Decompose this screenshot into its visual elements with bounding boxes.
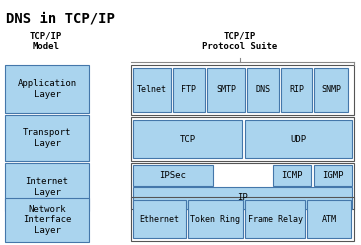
Text: ATM: ATM: [322, 215, 336, 223]
FancyBboxPatch shape: [314, 68, 348, 112]
Text: RIP: RIP: [289, 86, 304, 95]
Text: TCP: TCP: [179, 135, 196, 144]
Text: DNS: DNS: [256, 86, 270, 95]
FancyBboxPatch shape: [314, 165, 352, 186]
FancyBboxPatch shape: [173, 68, 205, 112]
Text: DNS in TCP/IP: DNS in TCP/IP: [6, 12, 115, 26]
Text: SMTP: SMTP: [216, 86, 236, 95]
FancyBboxPatch shape: [247, 68, 279, 112]
FancyBboxPatch shape: [133, 200, 186, 238]
Text: UDP: UDP: [291, 135, 306, 144]
FancyBboxPatch shape: [133, 68, 171, 112]
Text: ICMP: ICMP: [281, 171, 303, 180]
FancyBboxPatch shape: [5, 115, 89, 161]
FancyBboxPatch shape: [281, 68, 312, 112]
FancyBboxPatch shape: [133, 187, 352, 209]
FancyBboxPatch shape: [207, 68, 245, 112]
FancyBboxPatch shape: [133, 120, 242, 158]
FancyBboxPatch shape: [5, 163, 89, 211]
FancyBboxPatch shape: [273, 165, 311, 186]
Text: FTP: FTP: [182, 86, 196, 95]
Text: SNMP: SNMP: [321, 86, 341, 95]
FancyBboxPatch shape: [5, 65, 89, 113]
Text: Ethernet: Ethernet: [139, 215, 179, 223]
Text: Internet
Layer: Internet Layer: [26, 177, 69, 197]
Text: Application
Layer: Application Layer: [17, 79, 77, 99]
FancyBboxPatch shape: [5, 198, 89, 242]
Text: Telnet: Telnet: [137, 86, 167, 95]
FancyBboxPatch shape: [133, 165, 213, 186]
Text: IGMP: IGMP: [322, 171, 344, 180]
Text: Token Ring: Token Ring: [191, 215, 240, 223]
Text: TCP/IP
Protocol Suite: TCP/IP Protocol Suite: [203, 32, 278, 51]
Text: Frame Relay: Frame Relay: [248, 215, 303, 223]
FancyBboxPatch shape: [188, 200, 243, 238]
FancyBboxPatch shape: [245, 120, 352, 158]
Text: Transport
Layer: Transport Layer: [23, 128, 71, 148]
FancyBboxPatch shape: [307, 200, 351, 238]
Text: TCP/IP
Model: TCP/IP Model: [30, 32, 62, 51]
Text: Network
Interface
Layer: Network Interface Layer: [23, 205, 71, 235]
Text: IP: IP: [237, 194, 248, 203]
FancyBboxPatch shape: [245, 200, 305, 238]
Text: IPSec: IPSec: [160, 171, 186, 180]
